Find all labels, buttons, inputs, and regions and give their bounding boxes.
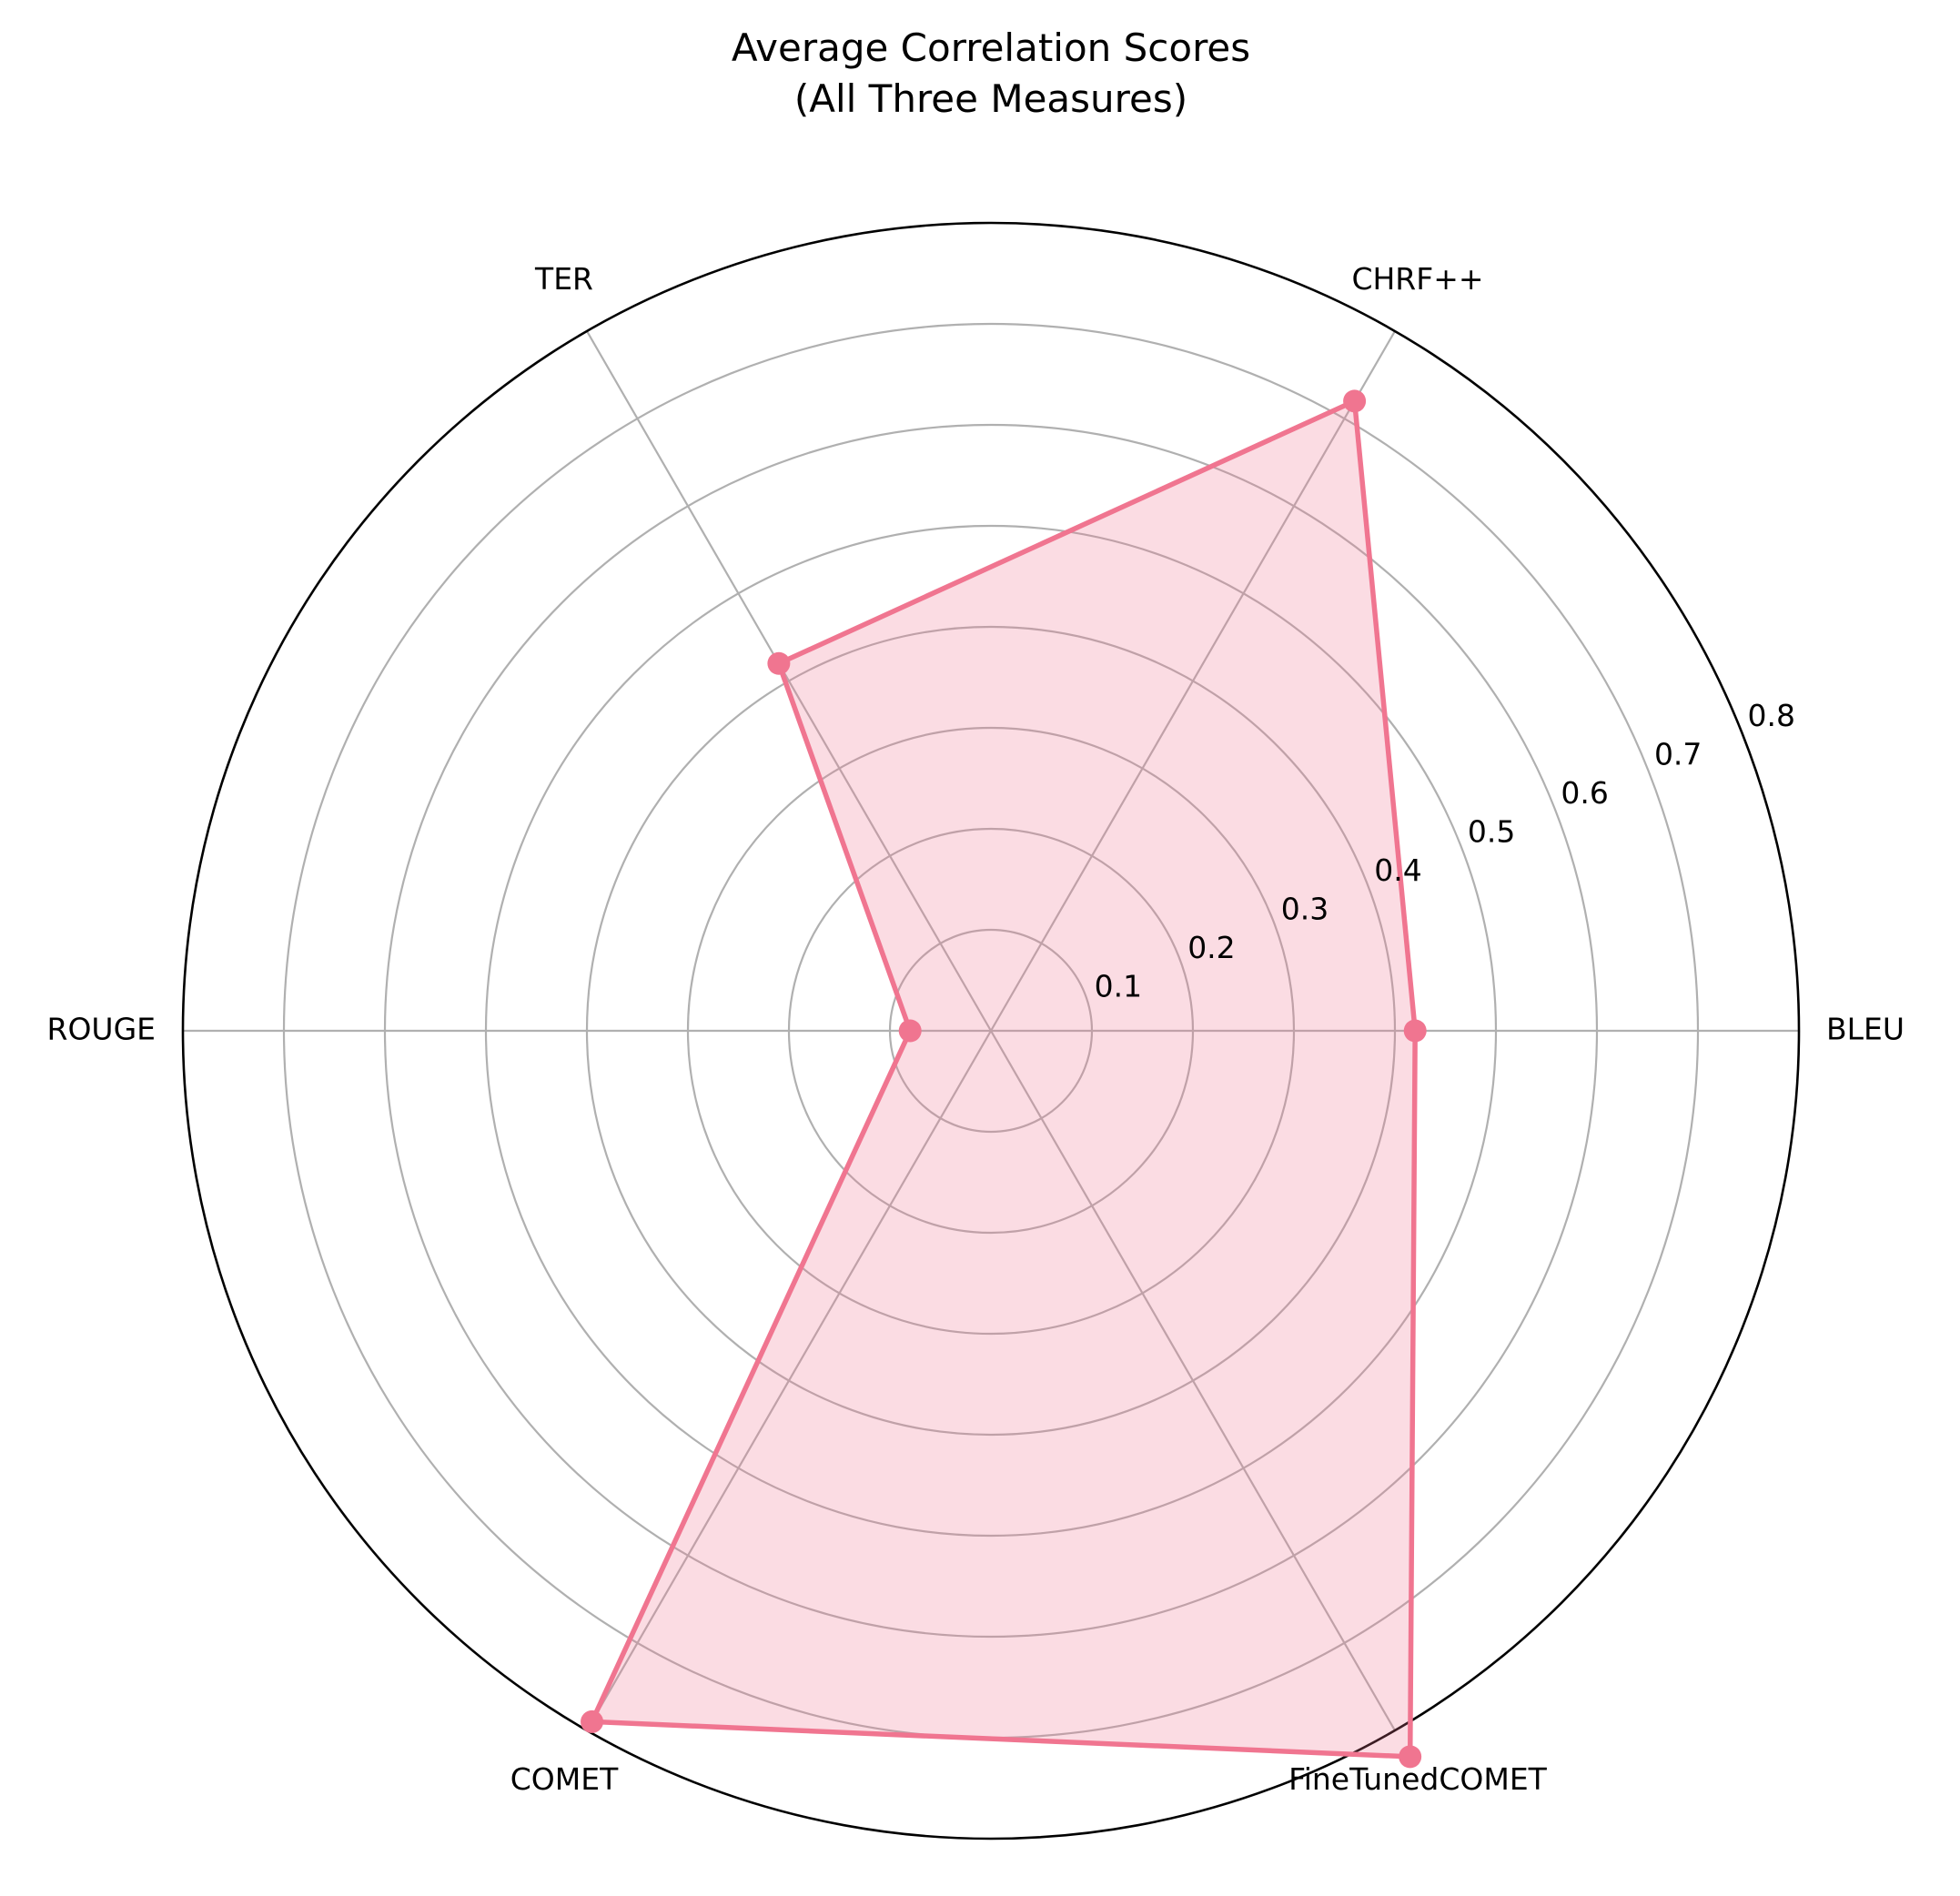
- grid-layer: [181, 221, 1801, 1841]
- chart-subtitle: (All Three Measures): [794, 76, 1187, 121]
- data-point-finetunedcomet: [1399, 1745, 1422, 1769]
- category-label-rouge: ROUGE: [47, 1012, 156, 1047]
- data-point-rouge: [898, 1019, 922, 1043]
- spoke-finetunedcomet: [990, 1030, 1396, 1731]
- r-tick-label-6: 0.6: [1561, 775, 1608, 811]
- r-tick-label-4: 0.4: [1374, 852, 1421, 888]
- data-point-chrf-: [1343, 389, 1367, 413]
- spoke-ter: [586, 330, 992, 1032]
- data-point-ter: [767, 651, 791, 675]
- spoke-chrf-: [990, 330, 1396, 1032]
- category-label-bleu: BLEU: [1826, 1012, 1904, 1047]
- r-tick-label-1: 0.1: [1095, 968, 1142, 1003]
- data-layer: [581, 389, 1427, 1769]
- r-tick-label-2: 0.2: [1187, 930, 1235, 965]
- category-label-chrf-: CHRF++: [1351, 261, 1483, 297]
- category-label-ter: TER: [534, 261, 593, 297]
- r-tick-label-8: 0.8: [1747, 698, 1794, 733]
- r-tick-label-3: 0.3: [1281, 891, 1329, 926]
- chart-title: Average Correlation Scores: [732, 25, 1250, 70]
- category-label-finetunedcomet: FineTunedCOMET: [1288, 1761, 1548, 1797]
- r-tick-label-5: 0.5: [1468, 814, 1515, 850]
- data-point-bleu: [1403, 1019, 1427, 1043]
- r-tick-label-7: 0.7: [1654, 737, 1702, 772]
- data-point-comet: [581, 1709, 604, 1733]
- outer-ring: [181, 221, 1801, 1841]
- series-area: [591, 400, 1416, 1757]
- category-label-comet: COMET: [510, 1761, 619, 1797]
- spoke-comet: [586, 1030, 992, 1731]
- label-layer: 0.1 0.2 0.3 0.4 0.5 0.6 0.7 0.8 BLEU CHRF++ TER ROU…: [47, 261, 1905, 1797]
